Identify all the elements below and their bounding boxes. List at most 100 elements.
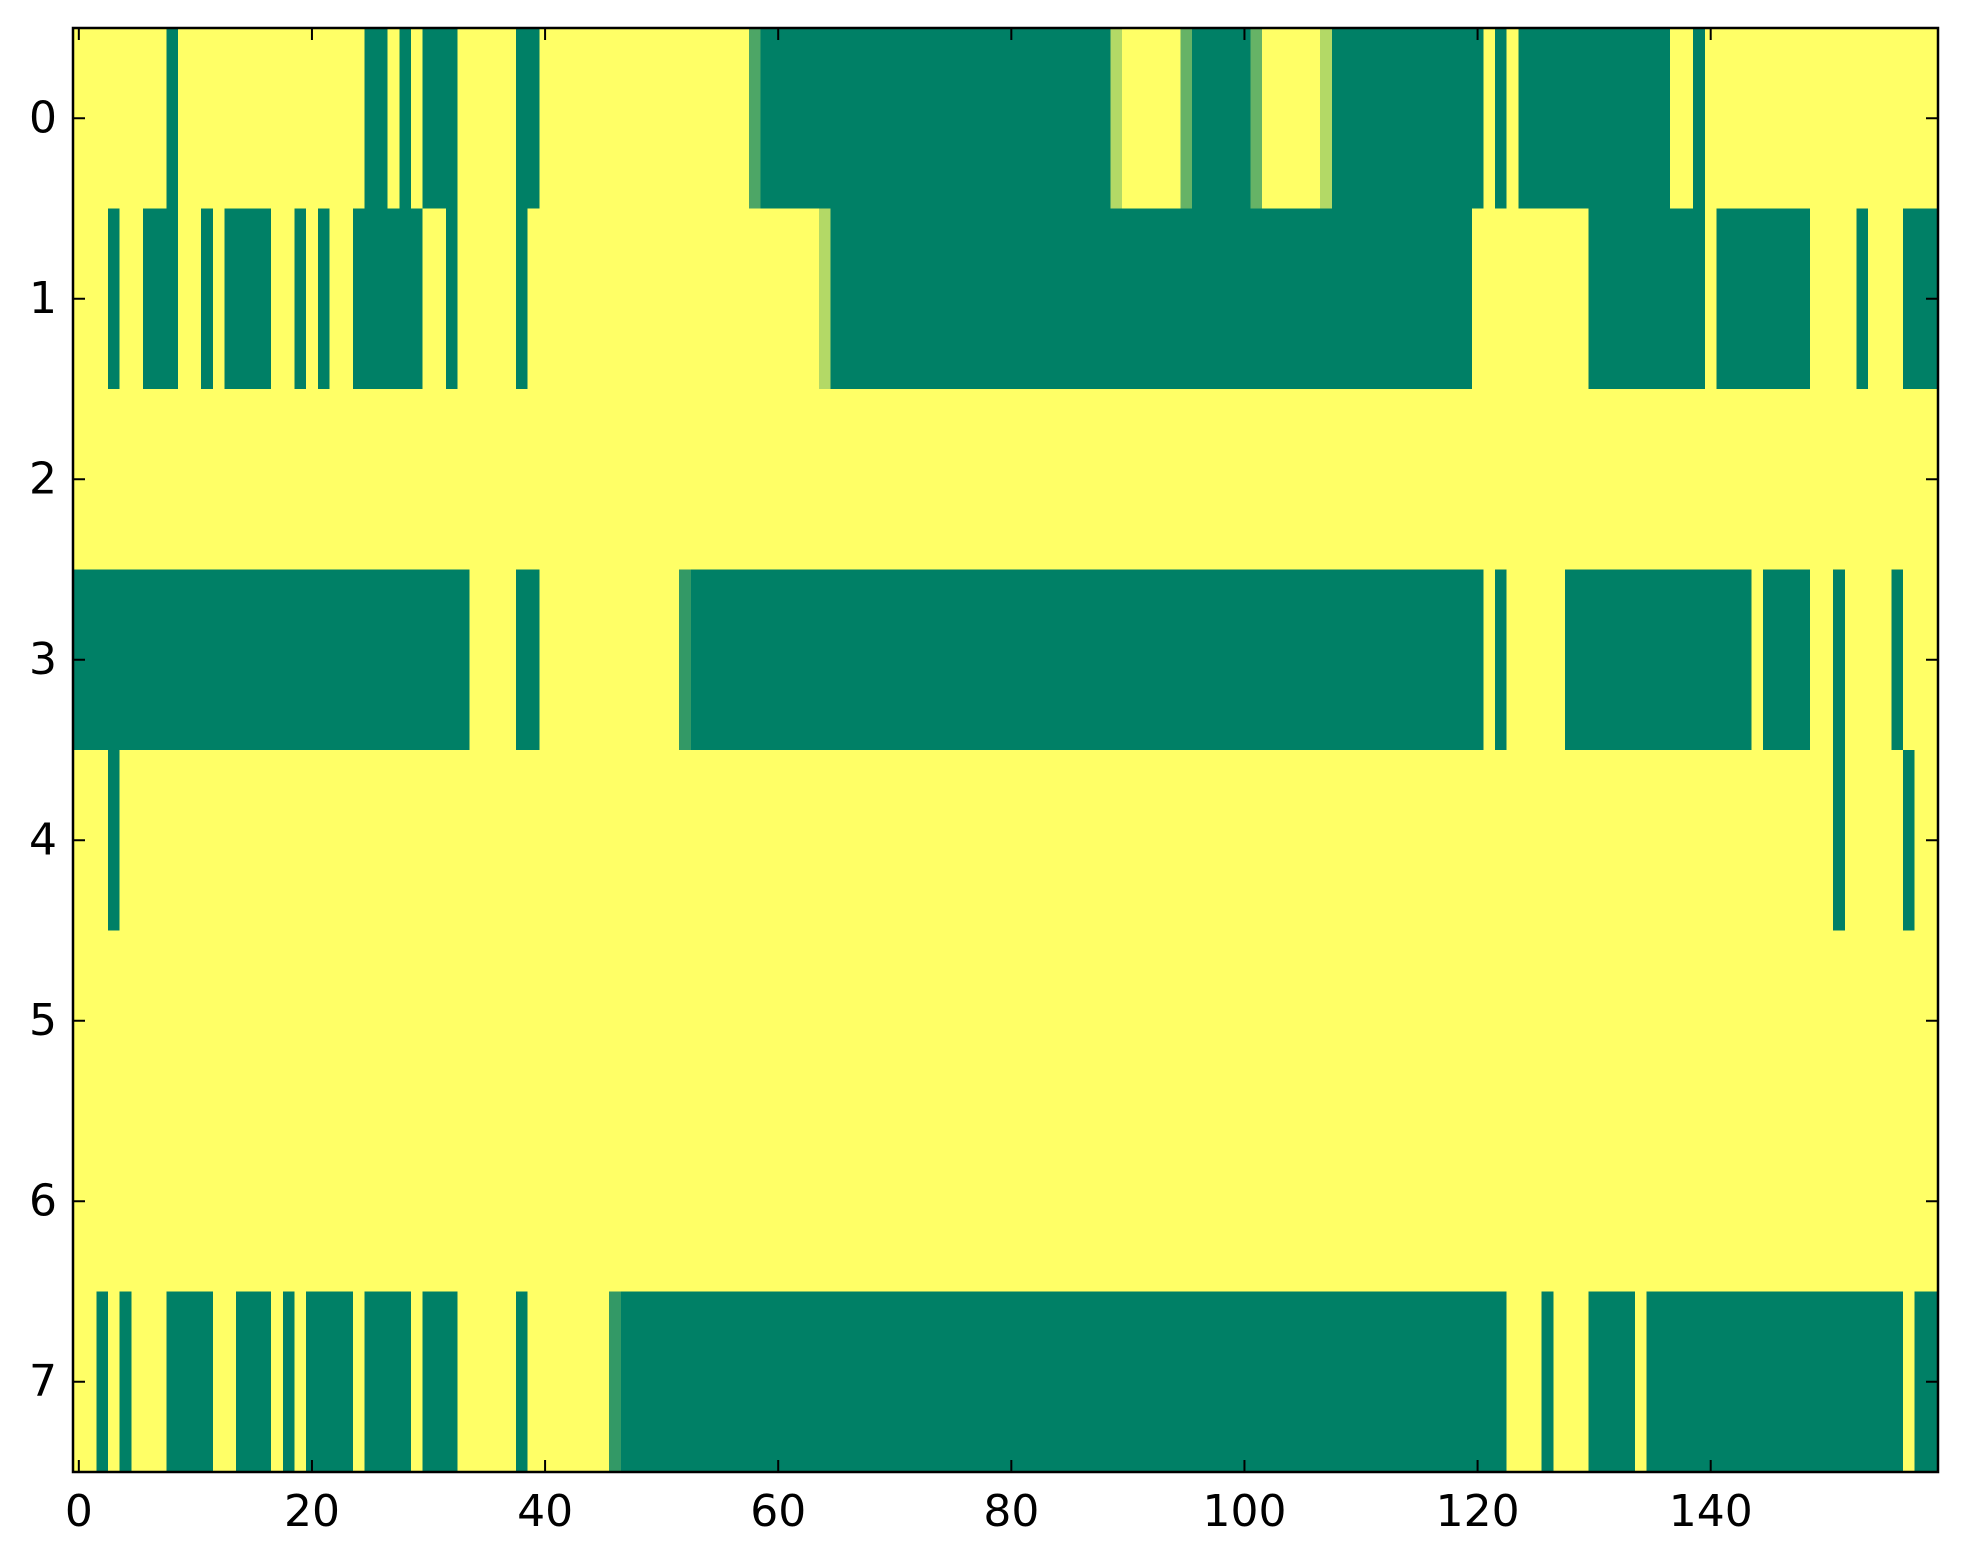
cell (1040, 208, 1053, 390)
cell (1716, 208, 1729, 390)
cell (1821, 208, 1834, 390)
cell (1215, 28, 1228, 210)
cell (1296, 208, 1310, 390)
cell (830, 750, 843, 932)
cell (282, 1111, 296, 1293)
cell (480, 569, 494, 751)
cell (1028, 208, 1042, 390)
cell (912, 1291, 925, 1473)
cell (900, 1111, 913, 1293)
cell (1774, 930, 1788, 1112)
cell (1798, 1291, 1811, 1473)
cell (469, 389, 482, 571)
cell (492, 208, 505, 390)
cell (1087, 1111, 1100, 1293)
cell (1495, 930, 1508, 1112)
cell (1040, 389, 1053, 571)
cell (644, 930, 657, 1112)
cell (1063, 750, 1077, 932)
cell (935, 930, 948, 1112)
cell (515, 569, 529, 751)
cell (1460, 750, 1473, 932)
cell (865, 569, 878, 751)
cell (1425, 1111, 1438, 1293)
cell (1868, 930, 1881, 1112)
cell (457, 930, 470, 1112)
cell (317, 1111, 331, 1293)
cell (1122, 1111, 1135, 1293)
cell (1052, 1111, 1065, 1293)
cell (574, 569, 587, 751)
cell (1716, 28, 1729, 210)
cell (1821, 1111, 1834, 1293)
cell (271, 750, 284, 932)
cell (1856, 930, 1869, 1112)
cell (329, 28, 342, 210)
cell (1518, 208, 1531, 390)
cell (585, 1111, 599, 1293)
cell (749, 930, 762, 1112)
cell (970, 208, 983, 390)
cell (1017, 930, 1030, 1112)
cell (935, 389, 948, 571)
cell (795, 208, 808, 390)
cell (1203, 569, 1216, 751)
cell (247, 750, 261, 932)
cell (1250, 28, 1263, 210)
cell (714, 1291, 727, 1473)
cell (1658, 28, 1671, 210)
cell (947, 750, 960, 932)
cell (1366, 930, 1380, 1112)
cell (515, 389, 529, 571)
cell (550, 569, 564, 751)
x-tick-label: 0 (65, 1486, 93, 1537)
cell (422, 1111, 435, 1293)
heatmap (73, 28, 1939, 1473)
cell (1483, 569, 1496, 751)
cell (819, 569, 832, 751)
cell (1530, 389, 1543, 571)
cell (504, 569, 517, 751)
cell (469, 750, 482, 932)
cell (317, 208, 331, 390)
cell (317, 1291, 331, 1473)
cell (1809, 1291, 1823, 1473)
cell (527, 750, 540, 932)
cell (877, 569, 890, 751)
cell (1471, 930, 1485, 1112)
cell (550, 208, 564, 390)
cell (457, 1111, 470, 1293)
cell (947, 389, 960, 571)
cell (830, 28, 843, 210)
cell (585, 389, 599, 571)
cell (1460, 930, 1473, 1112)
cell (585, 930, 599, 1112)
cell (749, 1291, 762, 1473)
cell (1320, 1111, 1333, 1293)
cell (306, 1111, 319, 1293)
cell (1623, 28, 1636, 210)
cell (1798, 389, 1811, 571)
cell (609, 208, 622, 390)
cell (1809, 1111, 1823, 1293)
cell (1868, 28, 1881, 210)
cell (1331, 1291, 1345, 1473)
cell (574, 1291, 587, 1473)
cell (411, 208, 424, 390)
cell (1425, 208, 1438, 390)
cell (877, 389, 890, 571)
cell (1483, 389, 1496, 571)
cell (1273, 569, 1286, 751)
cell (247, 930, 261, 1112)
cell (469, 208, 482, 390)
cell (1075, 208, 1088, 390)
cell (1110, 930, 1123, 1112)
cell (1378, 750, 1391, 932)
cell (725, 930, 739, 1112)
cell (667, 208, 680, 390)
cell (1460, 28, 1473, 210)
cell (224, 1111, 237, 1293)
cell (1669, 750, 1683, 932)
cell (737, 208, 750, 390)
cell (387, 1291, 400, 1473)
